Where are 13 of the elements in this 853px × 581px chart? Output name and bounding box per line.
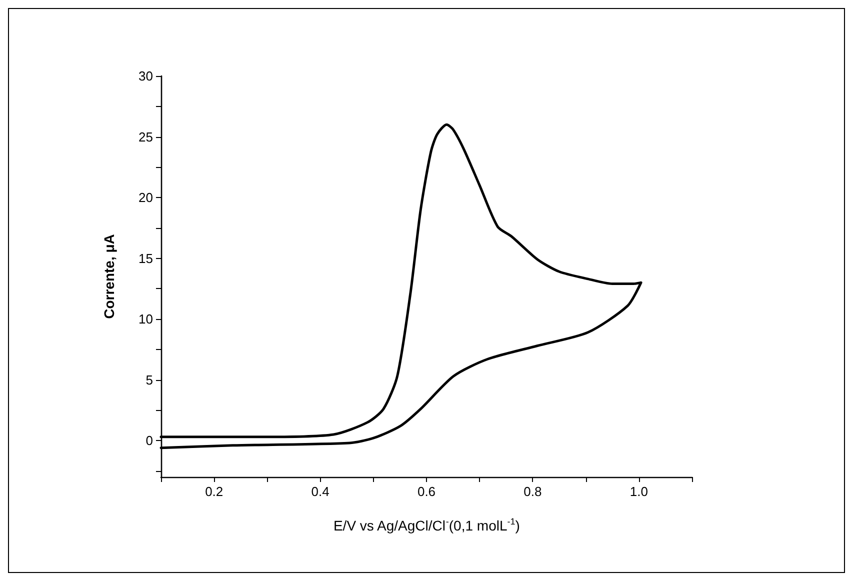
x-tick-label: 0.4	[311, 484, 330, 499]
x-tick-label: 0.2	[205, 484, 224, 499]
y-tick-label: 25	[138, 129, 153, 144]
y-tick-label: 30	[138, 68, 153, 84]
y-tick-label: 0	[146, 433, 153, 448]
y-tick-label: 20	[138, 190, 153, 206]
y-tick-label: 10	[138, 312, 153, 327]
x-tick-label: 1.0	[630, 484, 648, 499]
x-tick-label: 0.6	[417, 484, 436, 499]
y-tick-label: 15	[138, 250, 153, 266]
y-axis-title: Corrente, μA	[101, 234, 117, 319]
x-tick-label: 0.8	[524, 484, 542, 499]
y-tick-label: 5	[146, 372, 153, 388]
